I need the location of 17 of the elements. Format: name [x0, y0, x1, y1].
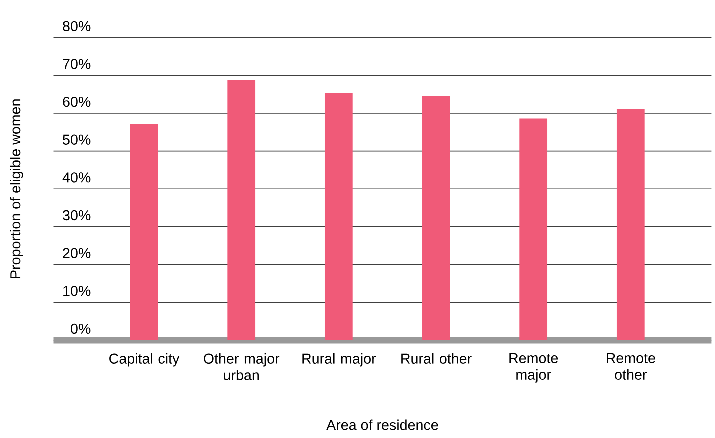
x-tick-label: Rural major	[302, 353, 376, 367]
y-tick-label: 30%	[63, 210, 91, 221]
y-tick-label: 0%	[71, 324, 91, 334]
y-tick-label: 40%	[62, 172, 91, 183]
y-tick-label: 50%	[63, 134, 91, 145]
y-axis-title: Proportion of eligible women	[10, 100, 24, 278]
x-tick-label: Remote major	[510, 353, 558, 383]
y-tick-label: 70%	[63, 59, 91, 70]
x-tick-label: Remote other	[607, 353, 656, 380]
y-tick-label: 60%	[63, 96, 91, 108]
x-tick-label: Rural other	[402, 353, 472, 364]
y-tick-label: 80%	[63, 21, 91, 32]
x-axis-title: Area of residence	[326, 420, 438, 430]
x-tick-label: Other major urban	[204, 353, 280, 381]
y-tick-label: 20%	[63, 248, 91, 258]
x-tick-label: Capital city	[110, 353, 180, 367]
y-tick-label: 10%	[64, 286, 91, 296]
